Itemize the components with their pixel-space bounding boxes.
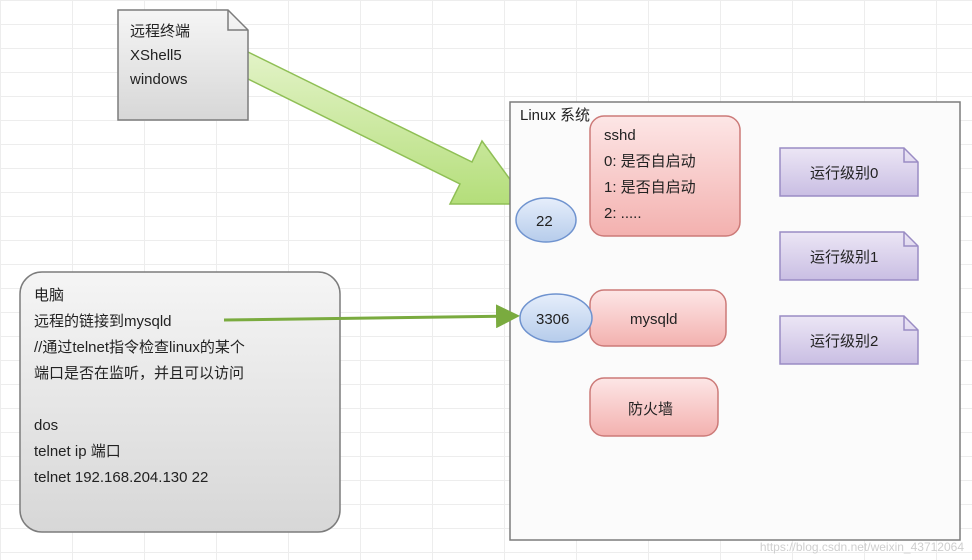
svg-text:端口是否在监听，并且可以访问: 端口是否在监听，并且可以访问: [34, 365, 244, 382]
svg-text:telnet ip 端口: telnet ip 端口: [34, 443, 121, 460]
svg-text:1: 是否自启动: 1: 是否自启动: [604, 179, 696, 196]
svg-text:远程终端: 远程终端: [130, 23, 190, 40]
svg-text:防火墙: 防火墙: [628, 401, 673, 418]
svg-text:运行级别2: 运行级别2: [810, 333, 878, 350]
svg-text:远程的链接到mysqld: 远程的链接到mysqld: [34, 313, 172, 330]
runlevel0-box: 运行级别0: [780, 148, 918, 196]
runlevel1-box: 运行级别1: [780, 232, 918, 280]
svg-text:3306: 3306: [536, 311, 569, 328]
svg-text:dos: dos: [34, 417, 58, 434]
arrow-terminal-to-port22: [234, 51, 528, 204]
svg-text:电脑: 电脑: [34, 287, 64, 304]
port-22-ellipse: 22: [516, 198, 576, 242]
sshd-box: sshd 0: 是否自启动 1: 是否自启动 2: .....: [590, 116, 740, 236]
svg-text:2: .....: 2: .....: [604, 205, 642, 222]
svg-text:mysqld: mysqld: [630, 311, 678, 328]
runlevel2-box: 运行级别2: [780, 316, 918, 364]
svg-text:0: 是否自启动: 0: 是否自启动: [604, 153, 696, 170]
svg-text:XShell5: XShell5: [130, 47, 182, 64]
svg-text:sshd: sshd: [604, 127, 636, 144]
pc-box: 电脑 远程的链接到mysqld //通过telnet指令检查linux的某个 端…: [20, 272, 340, 532]
port-3306-ellipse: 3306: [520, 294, 592, 342]
diagram-canvas: Linux 系统 远程终端 XShell5 windows 电脑 远程的链接到m…: [0, 0, 972, 560]
firewall-box: 防火墙: [590, 378, 718, 436]
mysqld-box: mysqld: [590, 290, 726, 346]
svg-text://通过telnet指令检查linux的某个: //通过telnet指令检查linux的某个: [34, 339, 245, 356]
svg-text:运行级别0: 运行级别0: [810, 165, 878, 182]
terminal-box: 远程终端 XShell5 windows: [118, 10, 248, 120]
svg-text:22: 22: [536, 213, 553, 230]
svg-text:telnet 192.168.204.130 22: telnet 192.168.204.130 22: [34, 469, 208, 486]
linux-title: Linux 系统: [520, 107, 590, 124]
svg-text:运行级别1: 运行级别1: [810, 249, 878, 266]
svg-text:windows: windows: [129, 71, 188, 88]
watermark-text: https://blog.csdn.net/weixin_43712064: [760, 540, 964, 554]
